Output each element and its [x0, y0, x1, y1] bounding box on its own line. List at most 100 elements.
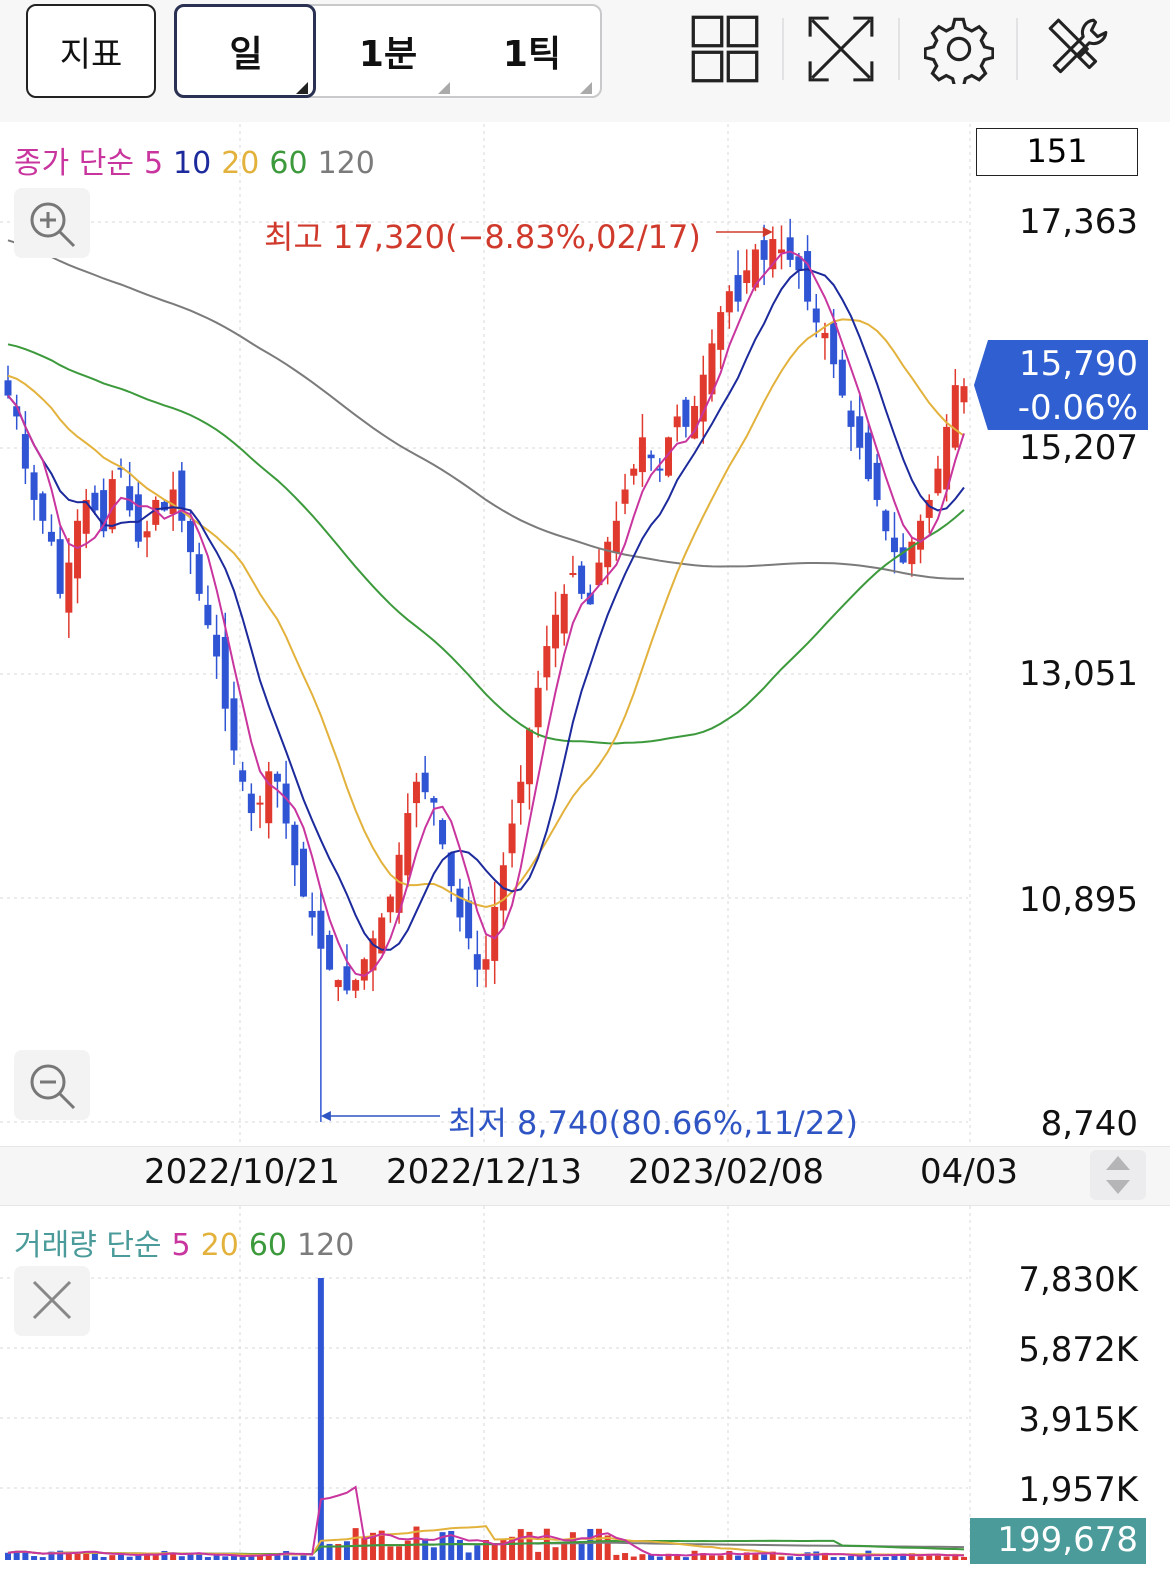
volume-bar — [561, 1542, 568, 1560]
high-annotation: 최고 17,320(−8.83%,02/17) — [264, 218, 701, 256]
volume-bar — [665, 1553, 672, 1560]
volume-bar — [126, 1556, 133, 1560]
period-tab-tick[interactable]: 1틱 — [462, 6, 602, 96]
price-axis-label: 8,740 — [1040, 1104, 1138, 1144]
ma120-line — [7, 239, 965, 580]
volume-bar — [257, 1553, 264, 1560]
volume-axis-label: 5,872K — [1018, 1330, 1138, 1370]
candle-body — [160, 502, 168, 511]
price-axis-label: 15,207 — [1019, 428, 1138, 468]
candle-body — [273, 773, 281, 782]
candle-body — [169, 489, 177, 515]
volume-bar — [587, 1528, 594, 1560]
period-tab-day[interactable]: 일 — [176, 6, 316, 96]
volume-bar — [952, 1553, 959, 1560]
volume-bar — [100, 1556, 107, 1560]
current-price-change: -0.06% — [1017, 388, 1138, 428]
candle-body — [378, 917, 386, 954]
candle-body — [804, 251, 812, 302]
volume-bar — [57, 1550, 64, 1560]
grid-layout-icon[interactable] — [690, 14, 760, 84]
candle-body — [621, 489, 629, 504]
high-arrow-head — [762, 227, 773, 237]
zoom-out-icon — [30, 1064, 76, 1110]
volume-bar — [274, 1553, 281, 1560]
candle-body — [39, 493, 47, 521]
candle-body — [604, 541, 612, 568]
fullscreen-icon[interactable] — [806, 14, 876, 84]
candle-body — [4, 380, 12, 396]
period-tab-minute[interactable]: 1분 — [318, 6, 458, 96]
candle-body — [126, 486, 134, 511]
candle-body — [317, 910, 325, 949]
volume-bar — [613, 1554, 620, 1560]
volume-bar — [830, 1557, 837, 1560]
count-box[interactable]: 151 — [976, 128, 1138, 176]
candle-body — [491, 906, 499, 961]
candle-body — [421, 772, 429, 793]
ma5-line — [7, 250, 965, 977]
candle-body — [725, 291, 733, 313]
candle-body — [777, 249, 785, 254]
volume-bar — [961, 1556, 967, 1560]
volume-bar — [648, 1554, 655, 1560]
current-volume-tag: 199,678 — [970, 1518, 1146, 1564]
vol-ma5-legend: 5 — [171, 1228, 191, 1263]
volume-bar — [500, 1538, 507, 1560]
volume-bar — [526, 1531, 533, 1560]
vol-ma60-legend: 60 — [248, 1228, 288, 1263]
volume-bar — [735, 1555, 742, 1560]
vol-ma20-legend: 20 — [200, 1228, 239, 1263]
ma60-line — [7, 343, 965, 745]
candle-body — [187, 520, 195, 553]
ma60-legend: 60 — [269, 146, 308, 181]
period-tab-minute-label: 1분 — [358, 34, 418, 75]
candle-body — [908, 541, 916, 565]
candle-body — [691, 406, 699, 439]
period-tab-minute-dropdown-icon — [438, 82, 450, 94]
volume-bar — [700, 1553, 707, 1560]
price-legend-prefix: 종가 단순 — [14, 146, 134, 181]
zoom-in-icon — [30, 202, 76, 248]
candle-body — [638, 437, 646, 473]
volume-bar — [439, 1532, 446, 1560]
candle-body — [951, 385, 959, 448]
volume-bar — [291, 1556, 298, 1560]
volume-bar — [908, 1553, 915, 1560]
chart-toolbar: 지표 일 1분 1틱 — [0, 0, 1170, 122]
candle-body — [578, 565, 586, 594]
current-price-value: 15,790 — [1019, 344, 1138, 384]
candle-body — [204, 604, 212, 626]
candle-body — [856, 416, 864, 448]
volume-bar — [152, 1555, 159, 1560]
volume-bar — [456, 1539, 463, 1560]
candle-body — [943, 426, 951, 490]
settings-icon[interactable] — [924, 14, 994, 84]
candle-body — [630, 468, 638, 476]
volume-bar — [535, 1551, 542, 1560]
candle-body — [717, 312, 725, 350]
candle-body — [47, 531, 55, 542]
candle-body — [430, 798, 438, 803]
candle-body — [291, 824, 299, 866]
volume-bar — [465, 1552, 472, 1560]
close-volume-panel-button[interactable] — [14, 1266, 90, 1336]
indicator-button[interactable]: 지표 — [26, 4, 156, 98]
candle-body — [334, 980, 342, 988]
volume-bar — [13, 1550, 20, 1560]
candle-body — [673, 416, 681, 428]
candle-body — [213, 634, 221, 657]
candle-body — [882, 510, 890, 532]
tools-icon[interactable] — [1042, 14, 1112, 84]
candle-body — [239, 770, 247, 782]
volume-bar — [578, 1541, 585, 1560]
zoom-out-button[interactable] — [14, 1050, 90, 1120]
volume-bar — [283, 1551, 290, 1560]
panel-resize-handle[interactable] — [1090, 1150, 1146, 1200]
zoom-in-button[interactable] — [14, 188, 90, 258]
period-selector: 일 1분 1틱 — [174, 4, 602, 98]
date-axis-label: 2022/12/13 — [386, 1152, 582, 1192]
volume-bar — [934, 1554, 941, 1560]
candle-body — [917, 520, 925, 550]
